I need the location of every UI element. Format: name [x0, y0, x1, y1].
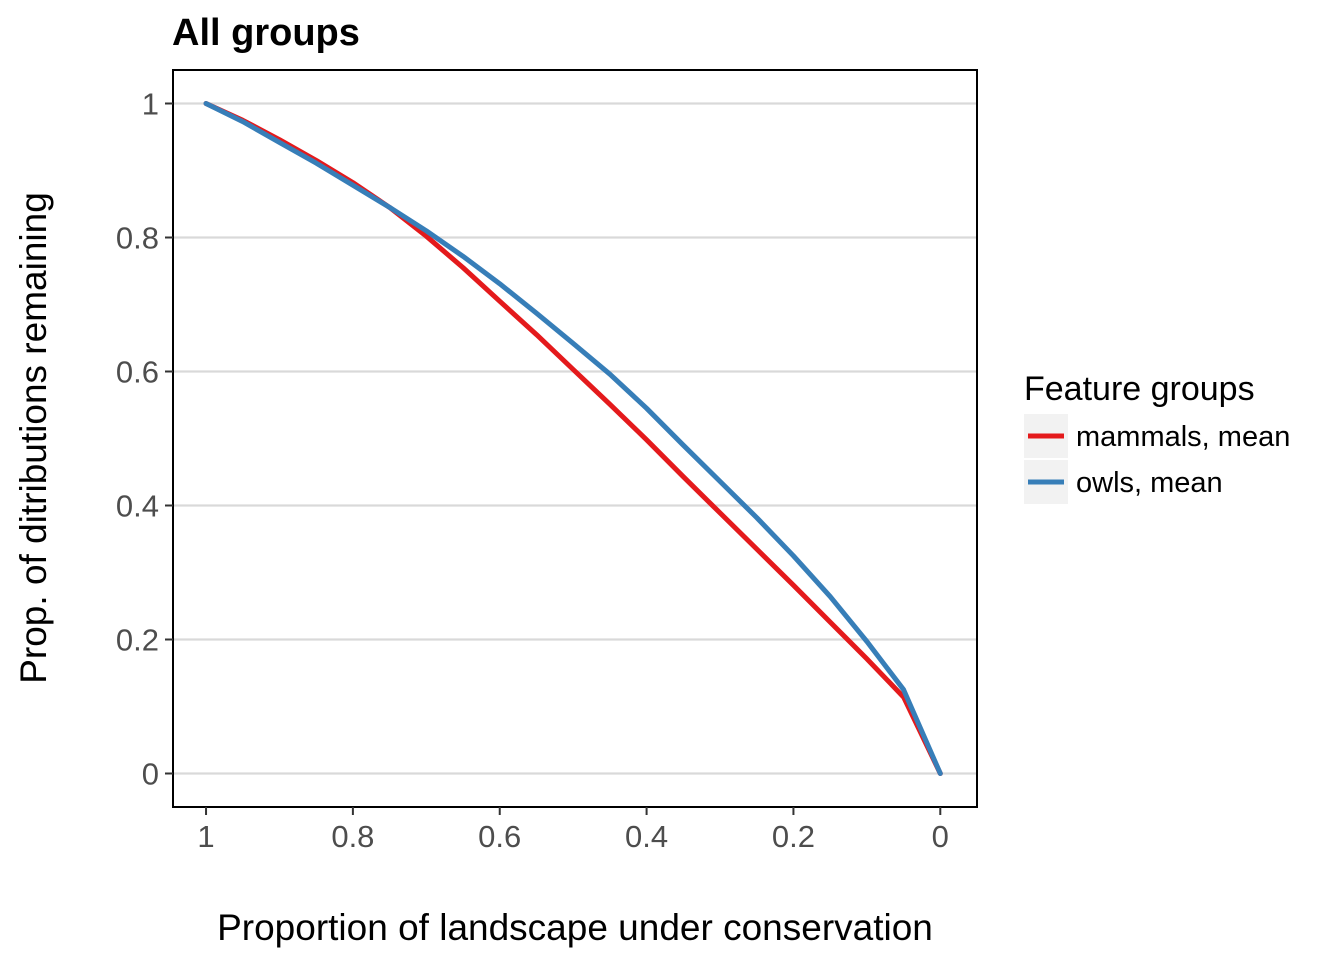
x-tick-label: 0.4 [625, 819, 668, 854]
legend: Feature groups mammals, mean owls, mean [1024, 370, 1290, 504]
y-tick-label: 0.4 [116, 489, 159, 524]
grid-lines [173, 102, 977, 775]
y-tick-label: 0 [142, 757, 159, 792]
y-tick-label: 0.8 [116, 221, 159, 256]
y-axis: 0 0.2 0.4 0.6 0.8 1 [116, 87, 173, 792]
y-tick-label: 1 [142, 87, 159, 122]
series-lines [203, 101, 943, 776]
chart-title: All groups [172, 12, 360, 54]
legend-title: Feature groups [1024, 370, 1255, 408]
y-tick-label: 0.6 [116, 355, 159, 390]
x-tick-label: 0.6 [478, 819, 521, 854]
x-tick-label: 0.2 [772, 819, 815, 854]
x-tick-label: 0 [932, 819, 949, 854]
legend-label: owls, mean [1076, 467, 1223, 499]
x-tick-label: 1 [197, 819, 214, 854]
series-line [203, 101, 943, 776]
plot-border [172, 69, 978, 808]
y-axis-title: Prop. of ditributions remaining [13, 192, 54, 684]
legend-label: mammals, mean [1076, 421, 1290, 453]
plot-panel [173, 70, 977, 807]
y-tick-label: 0.2 [116, 623, 159, 658]
x-axis-title: Proportion of landscape under conservati… [217, 907, 933, 948]
x-tick-label: 0.8 [331, 819, 374, 854]
x-axis: 1 0.8 0.6 0.4 0.2 0 [197, 807, 949, 854]
